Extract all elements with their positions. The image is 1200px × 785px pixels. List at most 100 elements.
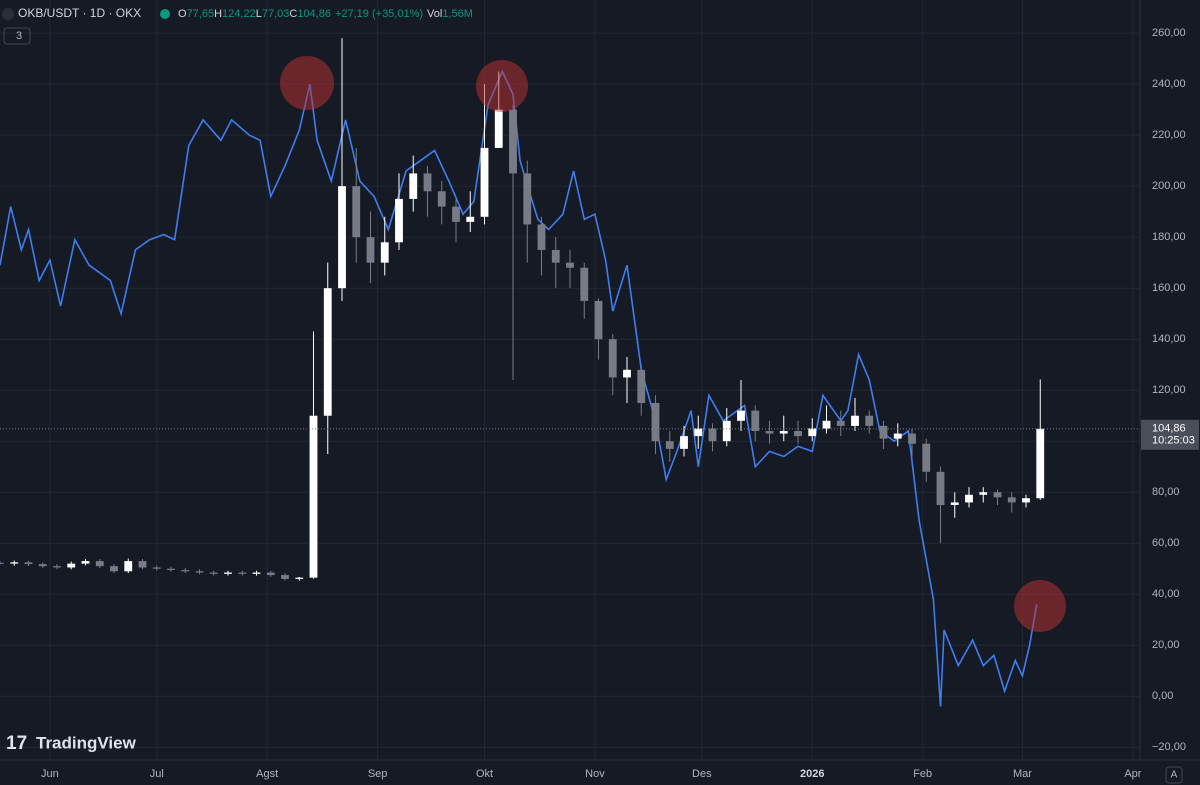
stat-label: C (289, 8, 297, 20)
volume-value: 1,56M (442, 8, 473, 20)
candle-body (452, 206, 460, 222)
candle-body (637, 369, 646, 403)
symbol: OKB/USDT · 1D · OKX (18, 6, 141, 20)
candle-body (993, 492, 1002, 498)
candle-body (608, 339, 617, 378)
y-tick-label: 260,00 (1152, 27, 1186, 39)
stat-value: 77,03 (262, 8, 290, 20)
stat-value: 124,22 (222, 8, 256, 20)
y-tick-label: 200,00 (1152, 180, 1186, 192)
candle-body (366, 237, 375, 263)
stat-label: H (214, 8, 222, 20)
plot-area (0, 38, 1140, 707)
candle-body (323, 288, 332, 416)
candle-body (822, 420, 831, 429)
candle-body (566, 262, 574, 268)
y-tick-label: 0,00 (1152, 690, 1173, 702)
indicator-badge[interactable] (3, 27, 31, 45)
price-tag-countdown: 10:25:03 (1152, 435, 1195, 447)
grid (0, 0, 1140, 760)
candle-body (466, 216, 475, 222)
candle-body (24, 562, 33, 565)
candle-body (879, 425, 888, 439)
candle-body (138, 561, 147, 568)
candle-body (338, 186, 346, 289)
y-tick-label: 180,00 (1152, 231, 1186, 243)
candle-body (893, 433, 902, 439)
candle-body (395, 198, 403, 243)
candle-body (680, 436, 688, 449)
candle-body (694, 428, 703, 437)
candle-body (751, 410, 760, 432)
y-tick-label: 160,00 (1152, 282, 1186, 294)
candle-body (167, 568, 175, 570)
x-tick-label: Nov (585, 768, 605, 780)
ohlc-stats: O77,65H124,22L77,03C104,86 +27,19 (+35,01… (178, 8, 473, 20)
x-tick-label: Jul (150, 768, 164, 780)
candle-body (238, 572, 247, 574)
x-tick-label: Sep (368, 768, 388, 780)
candle-body (936, 471, 945, 505)
auto-scale-button[interactable] (1165, 766, 1183, 784)
y-tick-label: 40,00 (1152, 588, 1180, 600)
candle-body (10, 562, 19, 564)
volume-label: Vol (427, 8, 442, 20)
candle-body (794, 431, 802, 437)
candle-body (1022, 498, 1030, 503)
auto-scale-label[interactable]: A (1171, 770, 1178, 781)
symbol-icon (2, 8, 14, 20)
candle-body (908, 433, 916, 444)
candle-body (580, 267, 589, 301)
y-tick-label: 20,00 (1152, 639, 1180, 651)
candle-body (309, 415, 318, 578)
candle-body (38, 564, 47, 567)
candle-body (1036, 428, 1045, 499)
candle-body (295, 577, 304, 579)
y-tick-label: 140,00 (1152, 333, 1186, 345)
x-tick-label: Okt (476, 768, 493, 780)
candle-body (1007, 497, 1016, 503)
candle-body (124, 561, 133, 572)
candle-body (281, 575, 289, 579)
candle-body (224, 572, 232, 574)
candle-body (651, 402, 660, 442)
candle-body (965, 494, 973, 503)
candle-body (537, 224, 546, 250)
legend-header: OKB/USDT · 1D · OKX O77,65H124,22L77,03C… (2, 6, 473, 45)
y-tick-label: −20,00 (1152, 741, 1186, 753)
x-tick-label: Mar (1013, 768, 1032, 780)
candle-body (865, 415, 874, 426)
candle-body (737, 410, 745, 421)
candle-body (409, 173, 418, 199)
x-tick-label: Feb (913, 768, 932, 780)
indicator-line (0, 69, 1038, 707)
candle-body (665, 441, 674, 449)
candle-body (95, 561, 104, 567)
candle-body (110, 566, 118, 572)
y-tick-label: 60,00 (1152, 537, 1180, 549)
price-tag-value: 104,86 (1152, 423, 1186, 435)
x-tick-label: Des (692, 768, 712, 780)
candle-body (551, 249, 560, 263)
candle-body (808, 428, 817, 437)
candle-body (979, 492, 988, 495)
candle-body (509, 109, 517, 174)
candle-body (81, 561, 90, 564)
candle-body (152, 567, 161, 569)
candle-body (494, 109, 503, 148)
candle-body (480, 147, 489, 217)
candle-body (252, 572, 261, 574)
x-tick-label: Jun (41, 768, 59, 780)
highlight-circle (476, 60, 528, 112)
highlight-circle (1014, 580, 1066, 632)
candle-body (67, 563, 76, 568)
watermark-text: TradingView (36, 733, 137, 752)
y-tick-label: 220,00 (1152, 129, 1186, 141)
x-tick-label: 2026 (800, 768, 824, 780)
candle-body (352, 186, 361, 238)
candle-body (708, 428, 717, 442)
change: +27,19 (+35,01%) (335, 8, 423, 20)
